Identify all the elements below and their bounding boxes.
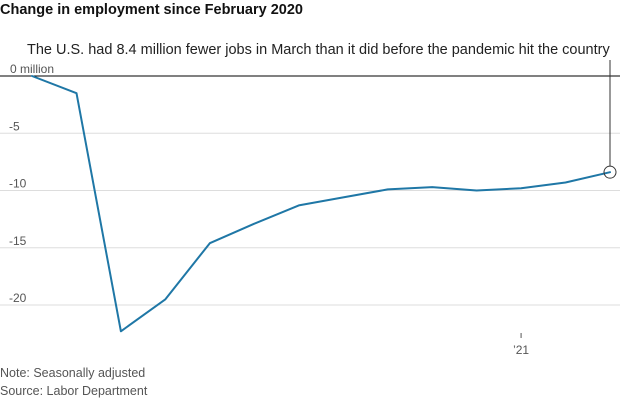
x-tick-label: ’21	[513, 343, 529, 357]
x-axis-ticks: ’21	[513, 333, 529, 357]
chart-annotation: The U.S. had 8.4 million fewer jobs in M…	[27, 42, 610, 58]
chart-title: Change in employment since February 2020	[0, 2, 303, 18]
highlight-marker	[603, 165, 617, 179]
y-tick-label: -10	[9, 177, 27, 191]
note-source: Source: Labor Department	[0, 384, 148, 398]
y-tick-label: -20	[9, 291, 27, 305]
y-axis-ticks: 0 million -5 -10 -15 -20	[9, 62, 54, 305]
gridlines	[0, 75, 620, 306]
y-tick-label: -5	[9, 119, 20, 133]
annotation-marker-layer	[603, 60, 617, 179]
note-seasonal: Note: Seasonally adjusted	[0, 366, 146, 380]
y-tick-label: -15	[9, 234, 27, 248]
series-layer	[31, 75, 611, 333]
y-tick-label: 0 million	[10, 62, 54, 76]
series-line	[31, 75, 611, 333]
